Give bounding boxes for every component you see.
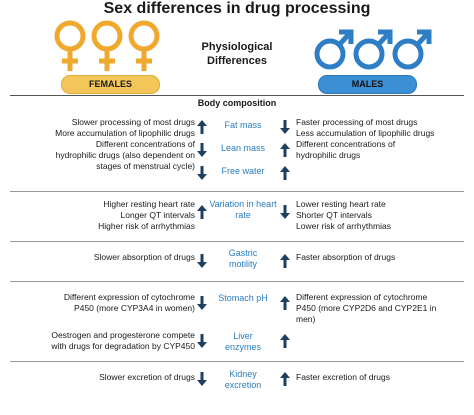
left-text-line: with drugs for degradation by CYP450 <box>51 341 195 351</box>
male-symbol-icon <box>353 29 393 70</box>
arrow-down-icon <box>197 372 207 386</box>
factor-label: Lean mass <box>220 143 266 153</box>
left-text-line: Slower absorption of drugs <box>93 252 195 262</box>
female-symbol-icon <box>54 20 86 71</box>
right-text-block: Different expression of cytochrome P450 … <box>296 292 466 325</box>
male-symbols <box>314 29 432 70</box>
right-text-line: Faster processing of most drugs <box>296 117 418 127</box>
left-text-line: Oestrogen and progesterone compete <box>51 330 195 340</box>
male-symbol-icon <box>392 29 432 70</box>
arrow-down-icon <box>197 143 207 157</box>
right-text-line: Less accumulation of lipophilic drugs <box>296 128 435 138</box>
factor-label: Kidney excretion <box>224 369 262 390</box>
right-text-block: Lower resting heart rate Shorter QT inte… <box>296 199 466 232</box>
arrow-down-icon <box>280 120 290 134</box>
right-text-line: Shorter QT intervals <box>296 210 372 220</box>
left-text-line: Slower processing of most drugs <box>71 117 195 127</box>
right-text-block: Faster excretion of drugs <box>296 372 466 383</box>
arrow-up-icon <box>280 372 290 386</box>
right-text-block: Faster absorption of drugs <box>296 252 466 263</box>
arrow-down-icon <box>197 166 207 180</box>
right-text-line: Lower risk of arrhythmias <box>296 221 391 231</box>
arrow-up-icon <box>280 334 290 348</box>
arrow-down-icon <box>197 296 207 310</box>
right-text-line: Lower resting heart rate <box>296 199 386 209</box>
left-text-block: Slower processing of most drugs More acc… <box>10 117 195 172</box>
left-text-block: Slower absorption of drugs <box>10 252 195 263</box>
factor-label: Free water <box>221 166 265 176</box>
section-header: Body composition <box>10 95 464 110</box>
arrow-down-icon <box>280 205 290 219</box>
right-text-line: men) <box>296 314 316 324</box>
left-text-block: Different expression of cytochrome P450 … <box>10 292 195 314</box>
row-divider <box>10 191 464 192</box>
arrow-up-icon <box>280 143 290 157</box>
male-symbol-icon <box>314 29 354 70</box>
left-text-line: hydrophilic drugs (also dependent on <box>55 150 195 160</box>
left-text-block: Slower excretion of drugs <box>10 372 195 383</box>
right-text-line: Faster absorption of drugs <box>296 252 396 262</box>
row-divider <box>10 241 464 242</box>
right-text-line: hydrophilic drugs <box>296 150 361 160</box>
arrow-up-icon <box>197 205 207 219</box>
right-text-line: Different expression of cytochrome <box>296 292 428 302</box>
left-text-line: Higher risk of arrhythmias <box>98 221 195 231</box>
arrow-down-icon <box>197 334 207 348</box>
diagram-subtitle: Physiological Differences <box>201 41 273 67</box>
left-text-line: P450 (more CYP3A4 in women) <box>74 303 195 313</box>
left-text-line: Different concentrations of <box>95 139 195 149</box>
right-text-block: Faster processing of most drugs Less acc… <box>296 117 466 161</box>
left-text-line: Longer QT intervals <box>120 210 196 220</box>
row-divider <box>10 361 464 362</box>
female-symbol-icon <box>128 20 160 71</box>
males-badge: MALES <box>318 75 417 94</box>
page-title: Sex differences in drug processing <box>103 0 371 17</box>
left-text-line: Higher resting heart rate <box>103 199 195 209</box>
arrow-up-icon <box>280 296 290 310</box>
right-text-line: Different concentrations of <box>296 139 396 149</box>
left-text-block: Higher resting heart rate Longer QT inte… <box>10 199 195 232</box>
factor-label: Stomach pH <box>218 293 268 303</box>
row-divider <box>10 281 464 282</box>
left-text-line: Slower excretion of drugs <box>99 372 195 382</box>
arrow-down-icon <box>197 254 207 268</box>
female-symbol-icon <box>91 20 123 71</box>
left-text-block: Oestrogen and progesterone compete with … <box>10 330 195 352</box>
factor-label: Gastric motility <box>228 248 258 269</box>
left-text-line: More accumulation of lipophilic drugs <box>55 128 195 138</box>
right-text-line: P450 (more CYP2D6 and CYP2E1 in <box>296 303 437 313</box>
arrow-up-icon <box>280 166 290 180</box>
females-badge: FEMALES <box>61 75 160 94</box>
factor-label: Fat mass <box>224 120 262 130</box>
right-text-line: Faster excretion of drugs <box>296 372 391 382</box>
factor-label: Variation in heart rate <box>209 199 277 220</box>
female-symbols <box>54 20 160 71</box>
arrow-up-icon <box>280 254 290 268</box>
left-text-line: Different expression of cytochrome <box>63 292 195 302</box>
left-text-line: stages of menstrual cycle) <box>96 161 195 171</box>
arrow-up-icon <box>197 120 207 134</box>
factor-label: Liver enzymes <box>224 331 261 352</box>
